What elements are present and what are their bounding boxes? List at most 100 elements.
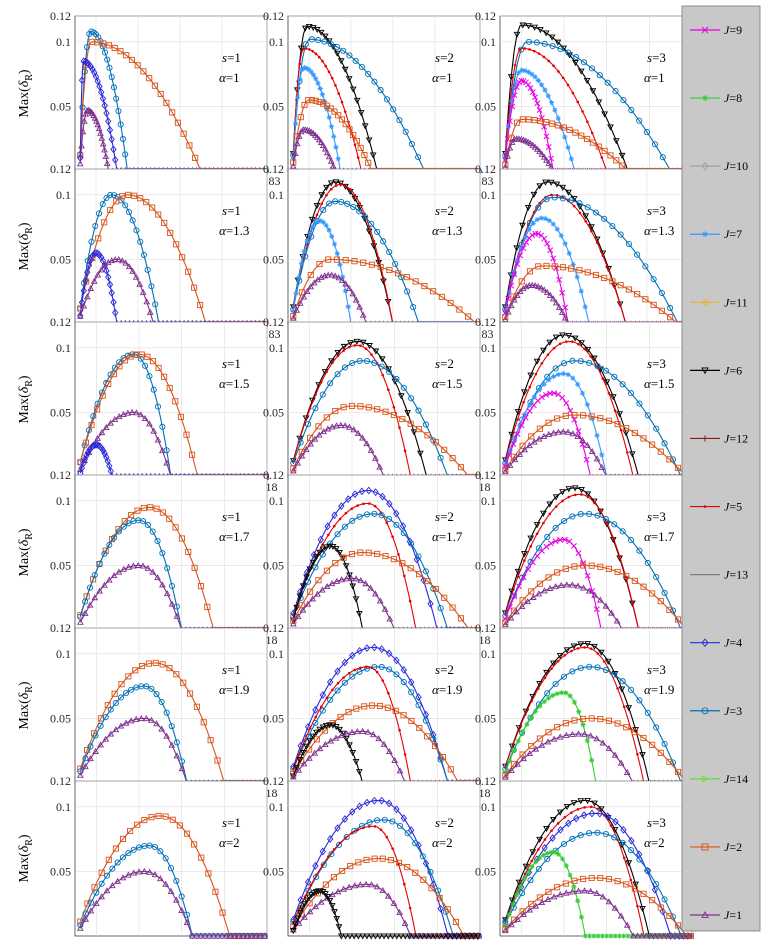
series-J1-marker	[664, 932, 671, 939]
legend-marker	[701, 638, 709, 647]
series-J1-marker	[183, 918, 191, 925]
legend-entry-J7: J=7	[690, 227, 742, 241]
series-J5-marker	[530, 859, 534, 863]
series-J1-marker	[574, 432, 582, 439]
series-J4-marker	[326, 678, 334, 687]
series-J5-marker	[528, 48, 531, 51]
series-J5-marker	[618, 303, 622, 306]
series-J4-marker	[356, 646, 363, 655]
series-J1-marker	[579, 436, 586, 443]
series-J3-marker	[611, 834, 618, 841]
series-J6-marker	[308, 216, 316, 223]
series-J5-marker	[339, 183, 343, 186]
series-J2-marker	[113, 198, 120, 205]
series-J3-marker	[636, 697, 643, 704]
legend-entry-J1: J=1	[690, 908, 742, 922]
y-axis-label: Max(δR)	[17, 834, 35, 883]
series-J3-marker	[404, 830, 411, 837]
series-J1-marker	[380, 740, 388, 747]
series-J4-marker	[541, 843, 548, 852]
series-J2-marker	[640, 435, 647, 442]
series-J1-marker	[529, 593, 537, 600]
series-J6-marker	[356, 204, 364, 212]
series-J6-marker	[604, 658, 612, 665]
series-J3-marker	[653, 881, 660, 888]
series-J1-marker	[538, 150, 546, 157]
series-J2-marker	[365, 404, 372, 411]
axes-frame	[499, 168, 693, 325]
series-J2-marker	[205, 870, 212, 877]
series-J3-marker	[627, 686, 635, 693]
series-J1-marker	[124, 871, 132, 878]
series-J5-marker	[622, 856, 626, 860]
series-J6-marker	[549, 660, 557, 667]
series-J3-marker	[349, 517, 356, 524]
series-J3-marker	[510, 84, 517, 91]
series-J1-marker	[647, 932, 654, 939]
series-J8-marker	[571, 699, 578, 705]
series-J6-marker	[508, 743, 516, 750]
series-J1-marker	[508, 921, 515, 928]
series-J1-marker	[362, 880, 370, 887]
series-J8-marker	[616, 933, 623, 939]
series-J3-marker	[140, 518, 147, 525]
series-J1-marker	[119, 874, 127, 881]
series-J1-marker	[651, 932, 659, 939]
series-J2-marker	[290, 313, 297, 320]
series-J3-marker	[148, 685, 155, 692]
series-J3-marker	[380, 238, 387, 245]
annotation-alpha: α=1	[432, 70, 453, 85]
series-J2-marker	[554, 122, 561, 129]
series-J2-marker	[649, 741, 656, 748]
series-J2-marker	[457, 615, 465, 622]
series-J6-marker	[380, 933, 388, 940]
series-J5-marker	[314, 715, 317, 719]
series-J2-marker	[95, 235, 102, 242]
series-J2-marker	[614, 878, 621, 885]
series-J3-marker	[544, 533, 551, 540]
series-J5-marker	[611, 536, 615, 540]
series-J2-marker	[353, 705, 360, 712]
series-J7-marker	[506, 123, 512, 129]
series-J2-marker	[634, 291, 641, 298]
series-J1-marker	[611, 904, 619, 911]
series-J2-marker	[325, 256, 332, 263]
series-J4-marker	[317, 535, 324, 544]
series-J5-marker	[570, 649, 573, 653]
series-J4-marker	[385, 649, 393, 658]
series-J1-marker	[357, 577, 365, 584]
series-J4-marker	[112, 155, 119, 164]
series-J6-marker	[584, 346, 592, 353]
series-J3-marker	[167, 865, 175, 872]
series-J2-marker	[439, 753, 446, 761]
series-J6-marker	[591, 800, 598, 807]
series-J2-marker	[502, 161, 509, 168]
series-J1-marker	[299, 606, 307, 613]
series-J5-marker	[537, 687, 540, 690]
series-J3-marker	[396, 117, 403, 124]
series-J3-marker	[320, 207, 327, 214]
series-J1-marker	[173, 612, 181, 619]
series-J6-marker	[554, 39, 562, 46]
series-J5-marker	[337, 92, 341, 95]
series-J1-marker	[558, 308, 566, 315]
series-J7-marker	[297, 76, 303, 82]
y-tick-label: 0.05	[475, 711, 496, 725]
series-J7-marker	[509, 98, 515, 104]
series-J3	[502, 38, 691, 175]
series-J3-marker	[560, 840, 568, 848]
series-J6-marker	[556, 653, 564, 660]
series-J1-marker	[345, 284, 353, 291]
series-J5-marker	[530, 699, 534, 703]
series-J4-marker	[393, 509, 400, 518]
series-J1-marker	[101, 581, 108, 588]
series-J2-marker	[151, 82, 158, 89]
series-J2-marker	[186, 142, 193, 149]
series-J1-marker	[92, 899, 100, 906]
series-J1-marker	[535, 590, 543, 597]
series-J2-marker	[313, 736, 321, 743]
series-J2-marker	[371, 855, 378, 862]
series-J3-marker	[130, 846, 137, 853]
series-J1-marker	[327, 737, 335, 744]
series-J3-marker	[356, 208, 363, 215]
